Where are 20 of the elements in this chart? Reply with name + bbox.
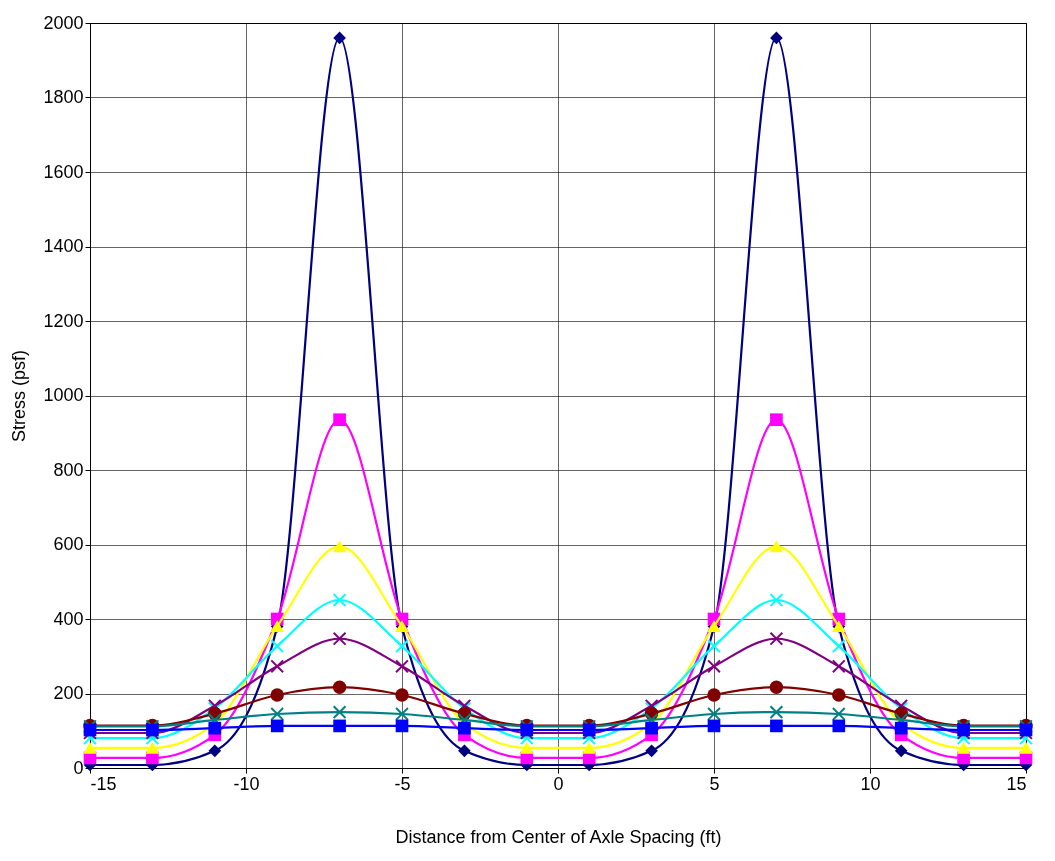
y-tick-label: 600 <box>53 534 84 554</box>
y-tick-label: 0 <box>73 757 84 778</box>
y-tick-label: 1200 <box>43 310 84 331</box>
x-tick-label: 15 <box>1006 773 1027 794</box>
x-tick-label: -5 <box>394 773 411 794</box>
x-tick-label: 0 <box>553 773 564 794</box>
y-tick-label: 200 <box>53 683 84 703</box>
x-tick-label: -15 <box>90 773 117 794</box>
y-tick-label: 2000 <box>43 12 84 33</box>
y-tick-label: 1600 <box>43 161 84 182</box>
x-tick-label: -10 <box>233 773 260 794</box>
y-tick-label: 800 <box>53 459 84 480</box>
x-tick-label: 10 <box>860 773 881 794</box>
x-axis-title: Distance from Center of Axle Spacing (ft) <box>395 826 722 847</box>
y-tick-label: 400 <box>53 608 84 629</box>
y-axis-title: Stress (psf) <box>9 349 30 443</box>
y-tick-label: 1400 <box>43 236 84 256</box>
y-tick-label: 1800 <box>43 87 84 107</box>
x-tick-label: 5 <box>709 773 720 794</box>
y-tick-label: 1000 <box>43 385 84 405</box>
